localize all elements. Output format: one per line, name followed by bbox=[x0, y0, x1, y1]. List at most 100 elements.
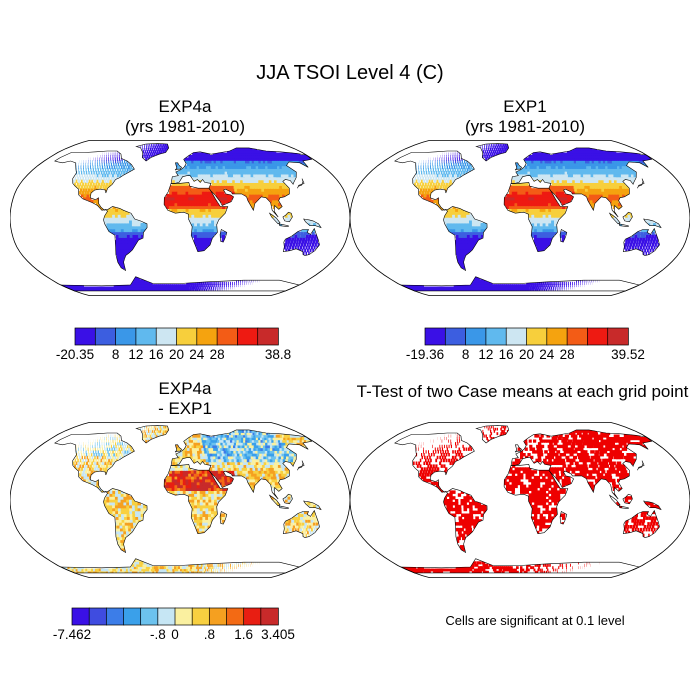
coastline bbox=[268, 494, 281, 507]
coastline bbox=[637, 460, 645, 471]
colorbar-tick-label: 39.52 bbox=[611, 347, 645, 362]
map-border bbox=[350, 140, 690, 296]
colorbar-tick-label: 1.6 bbox=[234, 627, 254, 642]
coastline bbox=[622, 509, 660, 538]
field-cells bbox=[59, 426, 321, 573]
colorbar-swatch bbox=[226, 607, 245, 626]
coastline bbox=[174, 162, 183, 171]
coastline bbox=[637, 178, 645, 189]
coastline bbox=[643, 218, 662, 229]
coastline bbox=[622, 227, 660, 256]
coastline bbox=[608, 212, 621, 225]
panel-subtitle: (yrs 1981-2010) bbox=[124, 117, 245, 136]
colorbar-tick-label: 28 bbox=[209, 347, 225, 362]
colorbar-tick-label: 3.405 bbox=[261, 627, 295, 642]
colorbar-tick-label: 24 bbox=[539, 347, 555, 362]
coastline bbox=[282, 211, 293, 223]
colorbar-swatch bbox=[71, 607, 90, 626]
coastline bbox=[103, 488, 148, 554]
figure-title: JJA TSOI Level 4 (C) bbox=[256, 62, 444, 84]
colorbar-tick-label: 16 bbox=[148, 347, 164, 362]
coastline bbox=[103, 206, 148, 272]
colorbar-swatch bbox=[88, 607, 108, 626]
coastline bbox=[618, 505, 629, 510]
panel-exp1-title: EXP1 (yrs 1981-2010) bbox=[360, 97, 690, 137]
coastline bbox=[514, 444, 523, 453]
coastline bbox=[514, 162, 523, 171]
coastline bbox=[622, 211, 633, 223]
colorbar-swatch bbox=[566, 327, 589, 346]
panel-exp4a-title: EXP4a (yrs 1981-2010) bbox=[30, 97, 340, 137]
colorbar-swatch bbox=[216, 327, 239, 346]
coastline bbox=[503, 182, 569, 253]
colorbar-swatch bbox=[424, 327, 447, 346]
coastline bbox=[219, 511, 228, 525]
colorbar-swatch bbox=[208, 607, 228, 626]
coastline bbox=[268, 212, 281, 225]
coastline bbox=[475, 425, 510, 444]
colorbar-tick-label: 0 bbox=[171, 627, 179, 642]
colorbar-swatch bbox=[135, 327, 157, 346]
panel-subtitle: - EXP1 bbox=[158, 399, 212, 418]
coastline bbox=[394, 150, 475, 211]
coastline bbox=[297, 178, 305, 189]
coastline bbox=[219, 229, 228, 243]
panel-title: EXP4a bbox=[158, 379, 212, 398]
colorbar-swatch bbox=[94, 327, 117, 346]
colorbar-swatch bbox=[526, 327, 548, 346]
coastline bbox=[174, 444, 183, 453]
map-diff bbox=[10, 422, 350, 578]
colorbar-swatch bbox=[257, 327, 279, 346]
colorbar-exp4a bbox=[74, 327, 279, 346]
panel-title: EXP1 bbox=[503, 97, 547, 116]
coastline bbox=[135, 425, 170, 444]
map-border bbox=[10, 140, 350, 296]
colorbar-tick-label: 8 bbox=[111, 347, 120, 362]
colorbar-tick-label: 20 bbox=[518, 347, 535, 362]
coastline bbox=[303, 500, 322, 511]
panel-diff-title: EXP4a - EXP1 bbox=[30, 379, 340, 419]
map-border bbox=[10, 422, 350, 578]
colorbar-swatch bbox=[587, 327, 609, 346]
coastline bbox=[503, 464, 569, 535]
colorbar-swatch bbox=[74, 327, 97, 346]
colorbar-swatch bbox=[105, 607, 125, 626]
coastline bbox=[475, 143, 510, 162]
colorbar-swatch bbox=[607, 327, 629, 346]
colorbar-swatch bbox=[155, 327, 178, 346]
colorbar-tick-label: 28 bbox=[559, 347, 575, 362]
coastline bbox=[170, 429, 313, 500]
map-exp4a bbox=[10, 140, 350, 296]
colorbar-swatch bbox=[174, 607, 193, 626]
coastline bbox=[559, 229, 568, 243]
colorbar-swatch bbox=[176, 327, 198, 346]
colorbar-swatch bbox=[505, 327, 528, 346]
coastline bbox=[297, 460, 305, 471]
colorbar-tick-label: 24 bbox=[189, 347, 205, 362]
coastline bbox=[559, 511, 568, 525]
colorbar-tick-label: 38.8 bbox=[264, 347, 292, 362]
colorbar-swatch bbox=[191, 607, 211, 626]
colorbar-swatch bbox=[140, 607, 159, 626]
colorbar-tick-label: .8 bbox=[203, 627, 215, 642]
colorbar-swatch bbox=[243, 607, 262, 626]
coastline bbox=[163, 182, 229, 253]
colorbar-tick-label: 12 bbox=[478, 347, 494, 362]
panel-title: EXP4a bbox=[158, 97, 212, 116]
coastline bbox=[278, 223, 289, 228]
coastline bbox=[622, 493, 633, 505]
colorbar-tick-label: 20 bbox=[168, 347, 185, 362]
coastline bbox=[282, 493, 293, 505]
colorbar-tick-label: 16 bbox=[498, 347, 514, 362]
colorbar-swatch bbox=[123, 607, 142, 626]
colorbar-swatch bbox=[196, 327, 218, 346]
colorbar-swatch bbox=[485, 327, 507, 346]
coastline bbox=[303, 218, 322, 229]
colorbar-swatch bbox=[115, 327, 137, 346]
colorbar-tick-label: -20.35 bbox=[55, 347, 95, 362]
map-exp1 bbox=[350, 140, 690, 296]
colorbar-swatch bbox=[237, 327, 259, 346]
colorbar-tick-label: -19.36 bbox=[405, 347, 445, 362]
coastline bbox=[643, 500, 662, 511]
colorbar-tick-label: 8 bbox=[461, 347, 470, 362]
